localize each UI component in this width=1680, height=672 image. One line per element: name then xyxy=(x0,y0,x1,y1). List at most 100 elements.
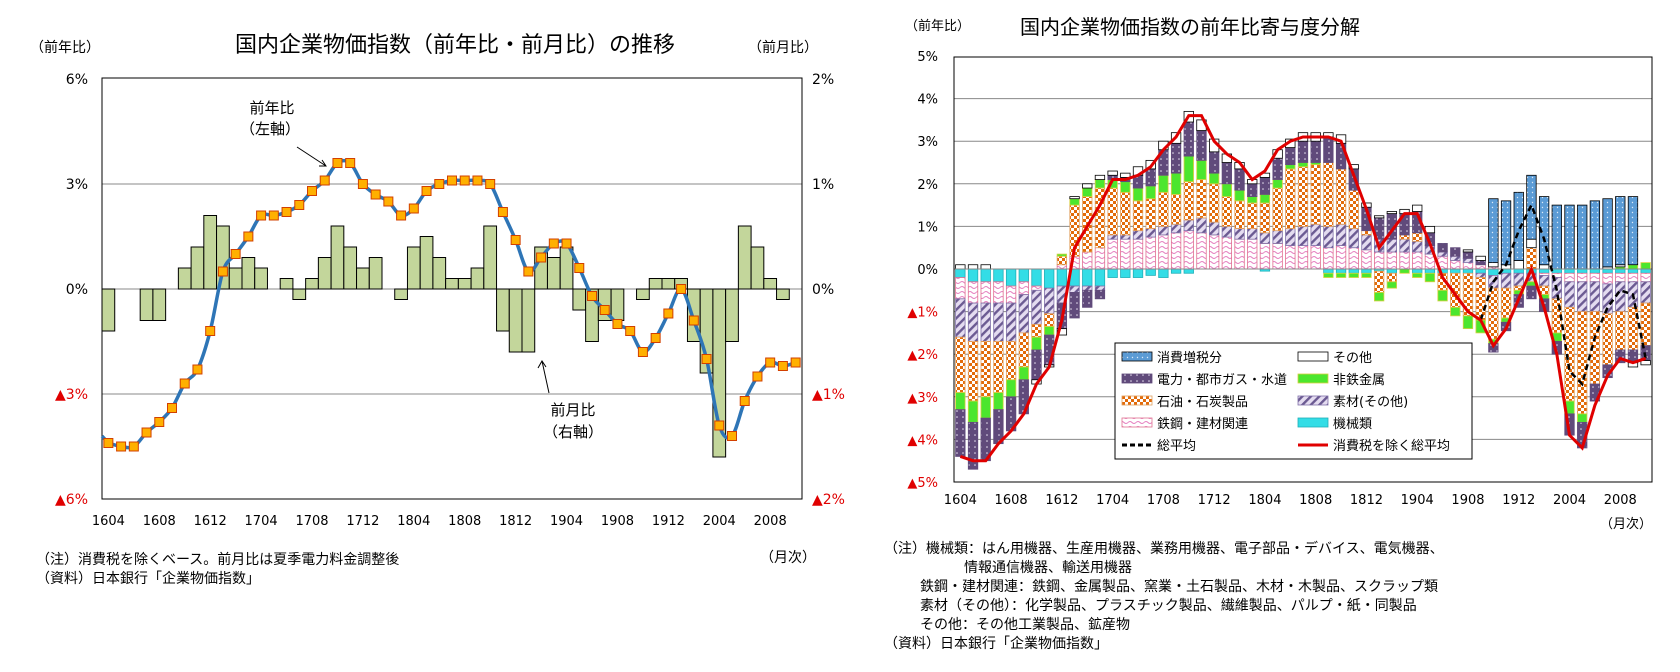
bar-segment-mach xyxy=(967,268,979,283)
yoy-marker xyxy=(243,231,254,242)
mom-bar xyxy=(317,257,332,290)
bar-segment-mach xyxy=(1424,268,1436,274)
x-tick-label: 1604 xyxy=(944,493,977,508)
yoy-marker xyxy=(141,427,152,438)
bar-segment-other xyxy=(1386,211,1397,215)
bar-segment-nonf xyxy=(1374,292,1385,302)
bar-segment-other xyxy=(967,264,979,270)
legend-box xyxy=(1114,342,1473,460)
bar-segment-elec xyxy=(1297,140,1309,163)
bar-segment-pet xyxy=(1577,311,1588,415)
bar-segment-steel xyxy=(1132,238,1144,270)
bar-segment-elec xyxy=(1069,292,1080,319)
yoy-marker xyxy=(625,326,636,336)
bar-segment-other xyxy=(1056,328,1068,336)
x-axis-label: （月次） xyxy=(1600,516,1652,532)
yoy-marker xyxy=(777,361,788,371)
bar-segment-pet xyxy=(1132,200,1144,232)
bar-segment-mach xyxy=(1386,268,1397,274)
note-line: 素材（その他）：化学製品、プラスチック製品、繊維製品、パルプ・紙・同製品 xyxy=(920,598,1417,614)
bar-segment-mach xyxy=(1145,268,1156,276)
mom-bar xyxy=(368,257,383,290)
bar-segment-mach xyxy=(1551,268,1562,274)
bar-segment-mach xyxy=(1348,268,1359,274)
bar-segment-nonf xyxy=(1335,272,1347,278)
bar-segment-nonf xyxy=(1348,272,1359,278)
bar-segment-steel xyxy=(1627,272,1639,283)
bar-segment-tax xyxy=(1615,196,1626,266)
y-tick-label: ▲5% xyxy=(907,476,938,491)
chart-title: 国内企業物価指数の前年比寄与度分解 xyxy=(1020,15,1360,39)
mom-bar xyxy=(330,225,345,290)
bar-segment-steel xyxy=(1056,264,1068,270)
bar-segment-mat xyxy=(1044,287,1055,315)
bar-segment-nonf xyxy=(1412,272,1423,278)
note-line: （注）消費税を除くベース。前月比は夏季電力料金調整後 xyxy=(36,552,400,568)
bar-segment-steel xyxy=(967,281,979,304)
x-tick-label: 1712 xyxy=(346,514,379,529)
bar-segment-pet xyxy=(1158,191,1169,227)
bar-segment-pet xyxy=(1005,341,1017,381)
bar-segment-pet xyxy=(1602,313,1613,366)
yoy-marker xyxy=(650,333,661,343)
bar-segment-nonf xyxy=(1323,272,1334,278)
bar-segment-pet xyxy=(1183,181,1194,221)
note-line: 鉄鋼・建材関連：鉄鋼、金属製品、窯業・土石製品、木材・木製品、スクラップ類 xyxy=(920,579,1438,595)
annotation-mom: 前月比 xyxy=(550,401,595,419)
yoy-marker xyxy=(548,238,559,249)
yoy-marker xyxy=(408,203,419,214)
yoy-marker xyxy=(727,431,737,441)
left-y-tick-label: 6% xyxy=(66,72,88,88)
bar-segment-mat xyxy=(1577,281,1588,312)
bar-segment-nonf xyxy=(1082,187,1093,197)
bar-segment-mach xyxy=(955,268,966,278)
bar-segment-elec xyxy=(1145,168,1156,187)
x-tick-label: 1812 xyxy=(499,514,532,529)
x-tick-label: 1912 xyxy=(652,514,685,529)
bar-segment-nonf xyxy=(1424,272,1436,283)
bar-segment-steel xyxy=(993,281,1004,304)
mom-bar xyxy=(305,278,319,290)
bar-segment-mat xyxy=(1361,234,1372,251)
bar-segment-mach xyxy=(1475,268,1486,274)
yoy-marker xyxy=(383,196,394,207)
legend-swatch-elec xyxy=(1121,373,1153,384)
yoy-marker xyxy=(192,364,203,375)
bar-segment-pet xyxy=(1500,287,1512,319)
yoy-marker xyxy=(268,210,279,221)
mom-bar xyxy=(203,215,218,290)
x-tick-label: 1704 xyxy=(1096,493,1129,508)
bar-segment-mat xyxy=(1285,228,1296,246)
bar-segment-steel xyxy=(1386,251,1397,270)
yoy-marker xyxy=(739,396,750,406)
bar-segment-elec xyxy=(967,421,979,470)
bar-segment-mat xyxy=(1297,225,1309,246)
x-tick-label: 2008 xyxy=(754,514,787,529)
bar-segment-pet xyxy=(1145,198,1156,229)
bar-segment-pet xyxy=(993,341,1004,393)
bar-segment-mach xyxy=(980,268,991,283)
x-axis-label: （月次） xyxy=(760,550,816,566)
legend-label-nonf: 非鉄金属 xyxy=(1333,372,1385,388)
bar-segment-pet xyxy=(1323,162,1334,227)
bar-segment-steel xyxy=(1107,238,1118,270)
bar-segment-nonf xyxy=(1259,194,1271,204)
bar-segment-other xyxy=(1488,262,1499,268)
bar-segment-mat xyxy=(1005,302,1017,342)
mom-bar xyxy=(216,225,230,290)
x-tick-label: 2008 xyxy=(1604,493,1637,508)
mom-bar xyxy=(419,236,434,290)
bar-segment-nonf xyxy=(1183,155,1194,183)
mom-bar xyxy=(648,278,663,290)
bar-segment-mat xyxy=(1132,230,1144,240)
y-tick-label: 3% xyxy=(917,135,938,150)
bar-segment-pet xyxy=(1272,187,1283,232)
bar-segment-mach xyxy=(1094,268,1106,287)
note-line: （資料）日本銀行「企業物価指数」 xyxy=(884,636,1108,652)
bar-segment-mat xyxy=(1247,228,1258,240)
note-line: 情報通信機器、輸送用機器 xyxy=(964,560,1132,576)
bar-segment-nonf xyxy=(1005,379,1017,398)
bar-segment-other xyxy=(980,264,991,270)
bar-segment-pet xyxy=(1348,189,1359,229)
bar-segment-mat xyxy=(1386,238,1397,253)
